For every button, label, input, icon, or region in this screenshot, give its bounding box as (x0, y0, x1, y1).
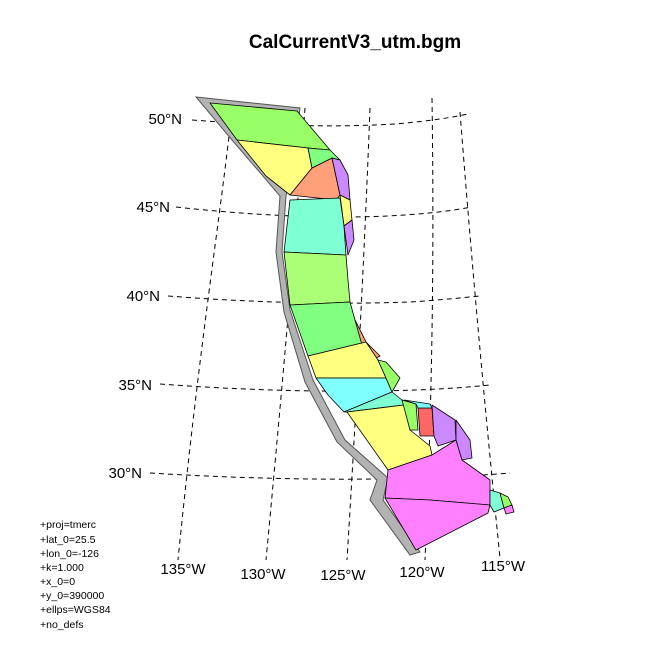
lon-label-115: 115°W (481, 558, 526, 575)
box-bight-inner-3 (431, 404, 457, 447)
longitude-labels: 135°W 130°W 125°W 120°W 115°W (160, 558, 525, 584)
proj-line: +y_0=390000 (40, 590, 104, 602)
model-domain (209, 102, 515, 551)
lon-label-125: 125°W (320, 567, 366, 584)
box-ccal-coastal (377, 359, 401, 393)
domain-shadow-shape (194, 96, 421, 556)
graticule-lon-125 (346, 107, 371, 561)
box-ncal-1 (283, 251, 351, 306)
graticule-lat-45 (175, 206, 473, 218)
box-baja-2 (384, 497, 491, 551)
box-oregon-coastal (343, 219, 355, 256)
box-north-coastal-2 (331, 157, 351, 201)
box-bight-inner-4 (403, 399, 433, 409)
lon-label-120: 120°W (399, 564, 445, 581)
box-oregon (283, 197, 347, 256)
graticule-lat-40 (167, 295, 481, 304)
proj-line: +ellps=WGS84 (40, 604, 111, 616)
proj-line: +k=1.000 (40, 562, 84, 574)
graticule-lat-35 (159, 383, 491, 392)
graticule-lon-135 (177, 109, 233, 561)
graticule-lat-50 (191, 113, 469, 127)
domain-shadow (194, 96, 421, 556)
box-baja-coastal-4 (503, 504, 515, 515)
box-baja-coastal-1 (455, 419, 473, 461)
proj-line: +proj=tmerc (40, 519, 96, 531)
lat-label-40: 40°N (126, 288, 160, 305)
lat-label-50: 50°N (148, 111, 182, 128)
projection-parameters: +proj=tmerc +lat_0=25.5 +lon_0=-126 +k=1… (40, 519, 111, 631)
box-north-1 (209, 102, 331, 151)
proj-line: +lat_0=25.5 (40, 534, 96, 546)
lon-label-135: 135°W (160, 561, 206, 578)
lat-label-45: 45°N (136, 199, 170, 216)
map-title: CalCurrentV3_utm.bgm (249, 32, 461, 53)
box-bight-inner-2 (417, 407, 435, 437)
lon-label-130: 130°W (240, 566, 286, 583)
lat-label-35: 35°N (118, 377, 152, 394)
latitude-labels: 50°N 45°N 40°N 35°N 30°N (108, 111, 182, 482)
proj-line: +no_defs (40, 619, 84, 631)
lat-label-30: 30°N (108, 465, 142, 482)
proj-line: +x_0=0 (40, 576, 75, 588)
proj-line: +lon_0=-126 (40, 548, 99, 560)
